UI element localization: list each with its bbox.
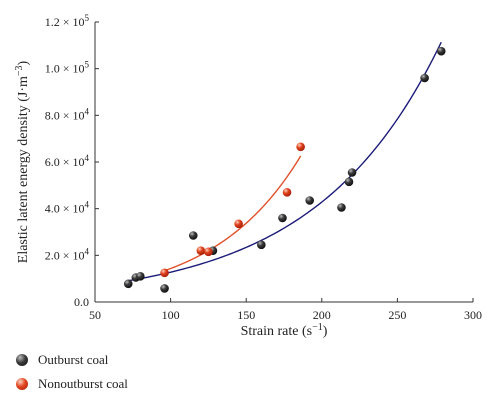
axes: [94, 21, 474, 303]
point-outburst: [257, 240, 266, 250]
legend-label-nonoutburst: Nonoutburst coal: [38, 376, 128, 391]
legend-marker-nonoutburst: [16, 378, 28, 390]
point-outburst: [160, 284, 169, 293]
point-outburst: [344, 177, 354, 187]
chart: 50 100 150 200 250 300 0.0 2.0 × 104 4.0 × 104 6.…: [14, 13, 482, 339]
x-tick-label: 300: [464, 308, 482, 322]
legend-marker-outburst: [16, 354, 28, 366]
point-nonoutburst: [234, 219, 243, 229]
point-outburst: [136, 272, 145, 281]
y-tick-label: 6.0 × 104: [45, 153, 90, 169]
point-nonoutburst: [204, 247, 213, 257]
fit-curves: [128, 41, 442, 282]
fit-curve-nonoutburst: [164, 155, 302, 272]
point-outburst: [188, 231, 198, 240]
point-outburst: [436, 46, 446, 56]
point-nonoutburst: [196, 246, 206, 255]
legend-item-nonoutburst: Nonoutburst coal: [16, 376, 128, 392]
point-nonoutburst: [160, 268, 169, 278]
point-nonoutburst: [296, 142, 305, 152]
point-outburst: [305, 196, 315, 205]
x-tick-label: 250: [388, 308, 406, 322]
y-tick-label: 1.2 × 105: [45, 13, 90, 29]
x-tick-label: 100: [162, 308, 180, 322]
x-tick-label: 150: [237, 308, 255, 322]
y-tick-label: 1.0 × 105: [45, 60, 90, 76]
point-outburst: [278, 213, 287, 223]
point-outburst: [420, 73, 429, 83]
legend-item-outburst: Outburst coal: [16, 352, 108, 368]
x-tick-label: 200: [313, 308, 331, 322]
fit-curve-outburst: [128, 41, 442, 282]
x-tick-label: 50: [89, 308, 101, 322]
x-axis-title: Strain rate (s−1): [241, 322, 328, 339]
legend-label-outburst: Outburst coal: [38, 352, 109, 367]
point-nonoutburst: [282, 188, 292, 197]
y-tick-label: 8.0 × 104: [45, 106, 90, 122]
y-tick-label: 4.0 × 104: [45, 200, 90, 216]
y-tick-label: 0.0: [74, 295, 89, 309]
y-axis-title: Elastic latent energy density (J·m−3): [14, 60, 31, 263]
y-tick-label: 2.0 × 104: [45, 246, 90, 262]
point-outburst: [337, 203, 346, 212]
point-outburst: [347, 168, 357, 177]
data-points: [123, 46, 446, 293]
point-outburst: [123, 279, 133, 289]
